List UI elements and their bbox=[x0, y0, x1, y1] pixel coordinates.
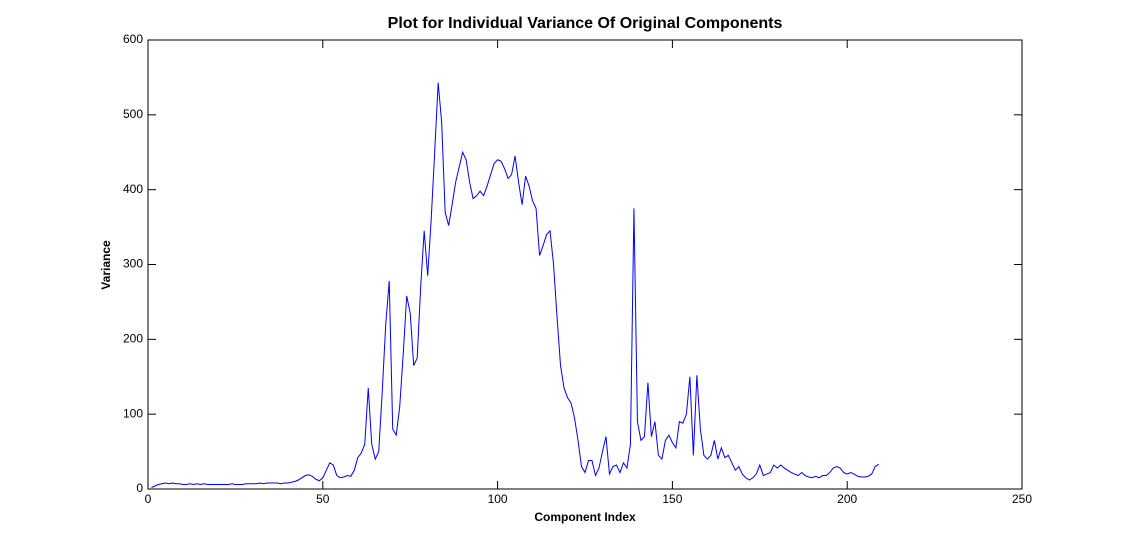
x-tick-label: 0 bbox=[145, 492, 152, 506]
data-line bbox=[151, 82, 879, 488]
x-tick-label: 200 bbox=[837, 492, 857, 506]
x-tick-label: 100 bbox=[488, 492, 508, 506]
axes-box bbox=[147, 39, 1023, 490]
y-tick-label: 0 bbox=[136, 481, 143, 495]
y-tick-label: 400 bbox=[123, 182, 143, 196]
x-tick-label: 50 bbox=[316, 492, 330, 506]
x-tick-label: 250 bbox=[1012, 492, 1032, 506]
y-tick-label: 300 bbox=[123, 257, 143, 271]
y-tick-label: 500 bbox=[123, 107, 143, 121]
x-axis-label: Component Index bbox=[534, 510, 636, 524]
y-axis-label: Variance bbox=[99, 240, 113, 290]
x-tick-label: 150 bbox=[662, 492, 682, 506]
y-tick-label: 200 bbox=[123, 332, 143, 346]
y-tick-label: 100 bbox=[123, 406, 143, 420]
chart-title: Plot for Individual Variance Of Original… bbox=[388, 15, 783, 32]
y-tick-label: 600 bbox=[123, 32, 143, 46]
